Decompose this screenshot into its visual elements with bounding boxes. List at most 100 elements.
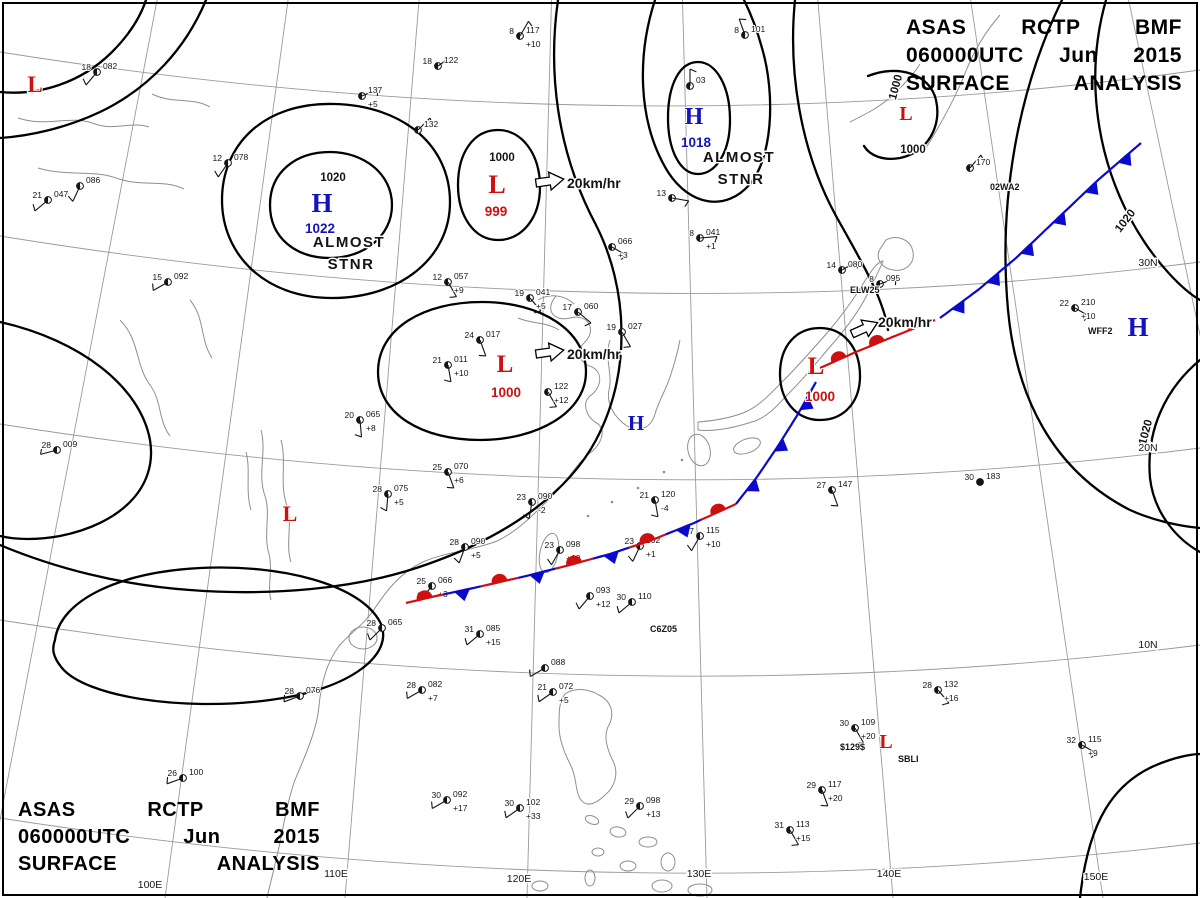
low-symbol: L [488, 170, 505, 199]
station-temp: 31 [775, 820, 785, 830]
station-tendency: +5 [394, 497, 404, 507]
isobar-line [0, 0, 148, 94]
station-pressure: 082 [103, 61, 117, 71]
speed-label: 20km/hr [567, 346, 621, 362]
isobar-label: 1000 [900, 144, 926, 156]
station-plot: 25 070 +6 [432, 460, 469, 489]
station-temp: 23 [545, 540, 555, 550]
station-plot: 31 113 +15 [774, 818, 812, 846]
isobar-line [778, 326, 862, 422]
station-plot: 132 [414, 117, 439, 134]
station-pressure: 075 [394, 483, 408, 493]
annotation: ALMOST [703, 149, 775, 166]
station-temp: 12 [433, 272, 443, 282]
station-plot: 30 110 [616, 590, 653, 614]
station-temp: 26 [168, 768, 178, 778]
warm-front-pip [830, 351, 847, 363]
station-temp: 30 [505, 798, 515, 808]
station-plot: 15 092 [152, 270, 189, 291]
station-plot: 170 [966, 154, 991, 172]
latitude-label: 20N [1138, 442, 1157, 454]
station-plot: 137+5 [358, 84, 383, 110]
station-plot: 30 102 +33 [504, 796, 542, 822]
station-pressure: 090 [538, 491, 552, 501]
station-plot: 31 085 +15 [464, 622, 502, 648]
station-temp: 32 [1067, 735, 1077, 745]
annotation: STNR [328, 256, 375, 273]
station-temp: 28 [923, 680, 933, 690]
isobar-line [1078, 752, 1200, 898]
ship-id: WFF2 [1088, 326, 1113, 336]
station-pressure: 110 [638, 591, 652, 601]
station-temp: 28 [42, 440, 52, 450]
station-temp: 18 [82, 62, 92, 72]
station-plot: 18 122 [422, 54, 459, 70]
cold-front-pip [675, 524, 691, 538]
station-temp: 28 [285, 686, 295, 696]
station-temp: 15 [153, 272, 163, 282]
longitude-label: 130E [687, 868, 712, 880]
station-pressure: 147 [838, 479, 852, 489]
station-temp: 8 [734, 25, 739, 35]
station-pressure: 088 [551, 657, 565, 667]
station-pressure: 090 [471, 536, 485, 546]
movement-arrows: 20km/hr 20km/hr 20km/hr [534, 171, 934, 364]
speed-label: 20km/hr [567, 175, 621, 191]
cold-front-pip [1052, 212, 1067, 226]
annotation: ALMOST [313, 234, 385, 251]
latitude-label: 10N [1138, 639, 1157, 651]
warm-front-pip [491, 573, 508, 584]
cold-front-pip [1020, 242, 1034, 257]
station-temp: 19 [607, 322, 617, 332]
station-temp: 8 [509, 26, 514, 36]
station-temp: 30 [432, 790, 442, 800]
high-symbol: H [311, 188, 332, 218]
pressure-centers: H 1022 L L 999 H 1018 L L 1000 L 1000 H H L L [26, 71, 1149, 754]
low-symbol: L [283, 501, 298, 526]
valid-time: 060000UTC Jun 2015 [906, 44, 1182, 67]
station-plot: 093+12 [575, 584, 612, 610]
warm-front-pip [416, 590, 433, 601]
high-value: 1022 [305, 221, 335, 236]
speed-arrow-icon [849, 319, 879, 339]
station-temp: 13 [657, 188, 667, 198]
isobar-line [0, 0, 208, 140]
isobar-line [1148, 358, 1200, 554]
annotations: ALMOST STNR ALMOST STNR [311, 148, 775, 275]
station-plot: 28 076 [283, 684, 321, 703]
station-pressure: 027 [628, 321, 642, 331]
product-id: ASAS RCTP BMF [906, 16, 1182, 39]
product-id: ASAS RCTP BMF [18, 799, 320, 821]
station-tendency: +10 [454, 368, 469, 378]
cold-front-pip [529, 571, 545, 584]
station-plot: 22 210 +10 [1059, 296, 1097, 322]
station-temp: 28 [450, 537, 460, 547]
station-pressure: 102 [526, 797, 540, 807]
cold-front-pip [800, 396, 814, 411]
station-temp: 30 [840, 718, 850, 728]
station-plot: 19 027 [606, 320, 643, 348]
low-symbol: L [899, 103, 912, 125]
station-plot: 23 090 -2 [516, 490, 553, 520]
station-plot: 18 082 [81, 60, 118, 86]
station-plot: 088 [529, 656, 566, 677]
isobar-line [1094, 0, 1200, 302]
station-temp: 23 [517, 492, 527, 502]
latitude-label: 30N [1138, 257, 1157, 269]
station-pressure: 080 [848, 259, 862, 269]
station-tendency: +16 [944, 693, 959, 703]
station-plot: 066+3 [608, 235, 633, 261]
isobar-line [220, 102, 452, 300]
isobar-line [52, 566, 385, 706]
station-temp: 20 [345, 410, 355, 420]
station-temp: 28 [373, 484, 383, 494]
station-pressure: 009 [63, 439, 77, 449]
station-pressure: 060 [584, 301, 598, 311]
cold-front-pip [454, 588, 471, 602]
station-pressure: 070 [454, 461, 468, 471]
station-plot: 28 082 +7 [406, 678, 444, 704]
station-tendency: +20 [861, 731, 876, 741]
low-value: 1000 [805, 389, 835, 404]
